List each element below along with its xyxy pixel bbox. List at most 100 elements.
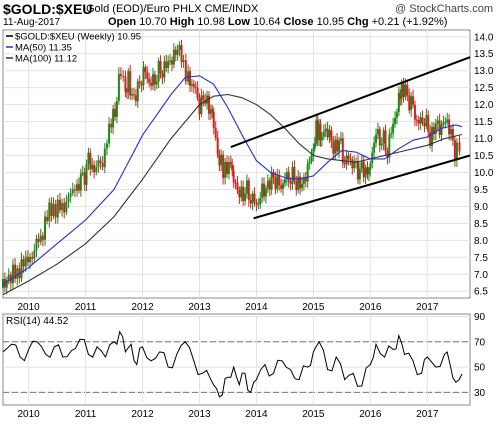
price-candle-body [67,196,70,202]
price-candle-body [46,216,49,222]
price-candle-body [455,142,458,161]
price-candle-body [247,180,250,201]
price-candle-body [50,202,53,217]
price-candle-body [170,60,173,65]
price-candle-body [122,75,125,77]
price-candle-body [150,82,153,86]
price-tick-label: 14.0 [474,32,494,43]
price-candle-body [423,122,426,127]
price-candle-body [251,193,254,204]
price-candle-body [209,109,212,114]
price-candle-body [187,71,190,82]
price-candle-body [453,139,456,161]
price-candle-body [124,76,127,92]
price-candle-body [312,148,315,156]
rsi-year-tick-label: 2011 [75,409,97,420]
price-candle-body [410,96,413,111]
year-tick-label: 2011 [75,302,97,313]
price-candle-body [52,204,55,217]
price-candle-body [458,142,461,152]
price-candle-body [287,171,290,182]
price-candle-body [22,259,25,267]
price-candle-body [207,95,210,114]
price-candle-body [142,67,145,86]
price-candle-body [148,78,151,83]
close-value: 10.95 [316,16,345,28]
price-candle-body [322,131,325,137]
price-candle-body [37,238,40,242]
price-candle-body [253,193,256,202]
price-candle-body [266,180,269,189]
price-candle-body [392,123,395,134]
year-tick-label: 2016 [359,302,382,313]
price-candle-body [125,91,128,93]
price-candle-body [20,259,23,279]
rsi-year-tick-label: 2015 [302,409,325,420]
price-candle-body [198,98,201,115]
price-candle-body [345,155,348,165]
price-candle-body [339,138,342,141]
price-candle-body [236,182,239,190]
year-tick-label: 2012 [131,302,154,313]
price-candle-body [390,133,393,135]
rsi-line [2,330,463,398]
price-candle-body [285,171,288,180]
price-candle-body [343,162,346,165]
price-candle-body [408,95,411,111]
price-candle-body [83,172,86,185]
price-candle-body [232,170,235,183]
rsi-year-tick-label: 2017 [416,409,439,420]
price-candle-body [446,119,449,123]
price-candle-body [204,100,207,104]
upper-channel-line [230,56,471,148]
ma100-line [2,93,463,296]
price-candle-body [353,161,356,169]
rsi-year-tick-label: 2010 [18,409,41,420]
price-candle-body [226,162,229,174]
price-candle-body [24,256,27,267]
price-candle-body [163,61,166,78]
year-tick-label: 2013 [188,302,211,313]
price-candle-body [394,117,397,124]
source-credit: @ StockCharts.com [395,3,493,15]
price-candle-body [157,60,160,82]
price-candle-body [295,181,298,190]
price-candle-body [451,129,454,140]
price-candle-body [283,179,286,184]
price-candle-body [16,268,19,279]
rsi-tick-label: 90 [474,312,486,323]
price-candle-body [33,250,36,259]
price-candle-body [380,143,383,146]
price-candle-body [44,216,47,240]
price-candle-body [358,168,361,180]
price-candle-body [369,163,372,170]
price-candle-body [89,152,92,170]
price-candle-body [338,140,341,152]
price-candle-body [153,74,156,85]
price-candle-body [417,120,420,124]
price-candle-body [404,84,407,97]
price-candle-body [81,172,84,174]
year-tick-label: 2010 [18,302,41,313]
price-candle-body [355,161,358,163]
price-candle-body [270,172,273,190]
price-candle-body [261,183,264,199]
price-candle-body [105,143,108,149]
quote-date: 11-Aug-2017 [3,17,61,28]
price-candle-body [76,184,79,191]
price-candle-body [306,163,309,182]
price-candle-body [431,126,434,146]
price-candle-body [276,175,279,189]
price-candle-body [268,180,271,190]
rsi-tick-label: 30 [474,388,486,399]
price-candle-body [436,120,439,124]
price-candle-body [231,164,234,171]
price-candle-body [434,123,437,135]
price-candle-body [26,256,29,263]
price-candle-body [308,161,311,164]
price-candle-body [63,202,66,213]
price-candle-body [334,139,337,154]
price-candle-body [127,71,130,93]
legend-entry: MA(100) 11.12 [15,54,77,65]
rsi-tick-label: 50 [474,363,486,374]
